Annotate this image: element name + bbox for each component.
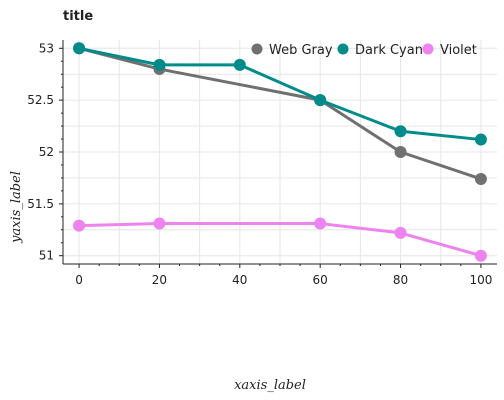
x-tick-label: 100 (469, 273, 492, 287)
y-tick-label: 52.5 (27, 93, 54, 107)
y-tick-label: 51.5 (27, 197, 54, 211)
series-point-dark-cyan (233, 58, 246, 71)
series-point-web-gray (394, 146, 407, 158)
y-tick-label: 51 (39, 249, 54, 263)
chart-title: title (63, 9, 93, 24)
axes: 0 20 40 60 80 100 51 51.5 52 52.5 53 (27, 40, 497, 287)
legend: Web Gray Dark Cyan Violet (251, 43, 477, 58)
series-point-web-gray (474, 172, 487, 185)
legend-label-violet: Violet (440, 43, 477, 58)
x-tick-label: 60 (313, 273, 328, 287)
y-tick-label: 52 (39, 145, 54, 159)
grid (63, 40, 497, 264)
series-point-violet (73, 219, 86, 232)
series-line-dark-cyan (77, 46, 483, 142)
legend-label-web-gray: Web Gray (269, 43, 333, 58)
series-layer (73, 42, 487, 262)
legend-marker-dark-cyan (337, 43, 349, 55)
series-point-violet (153, 217, 166, 230)
legend-label-dark-cyan: Dark Cyan (355, 43, 423, 58)
legend-marker-violet (422, 43, 434, 55)
x-tick-label: 40 (232, 273, 247, 287)
series-point-dark-cyan (314, 94, 327, 107)
x-tick-label: 20 (152, 273, 167, 287)
x-axis-title: xaxis_label (234, 378, 306, 393)
series-point-dark-cyan (474, 133, 487, 146)
x-tick-label: 0 (75, 273, 83, 287)
series-point-dark-cyan (394, 125, 407, 138)
y-axis-title: yaxis_label (9, 171, 24, 244)
series-point-violet (474, 249, 487, 262)
series-point-dark-cyan (73, 42, 86, 55)
series-point-violet (394, 226, 407, 239)
legend-marker-web-gray (251, 43, 263, 55)
x-tick-label: 80 (393, 273, 408, 287)
series-point-violet (314, 217, 327, 230)
series-point-dark-cyan (153, 58, 166, 71)
y-tick-label: 53 (39, 41, 54, 55)
